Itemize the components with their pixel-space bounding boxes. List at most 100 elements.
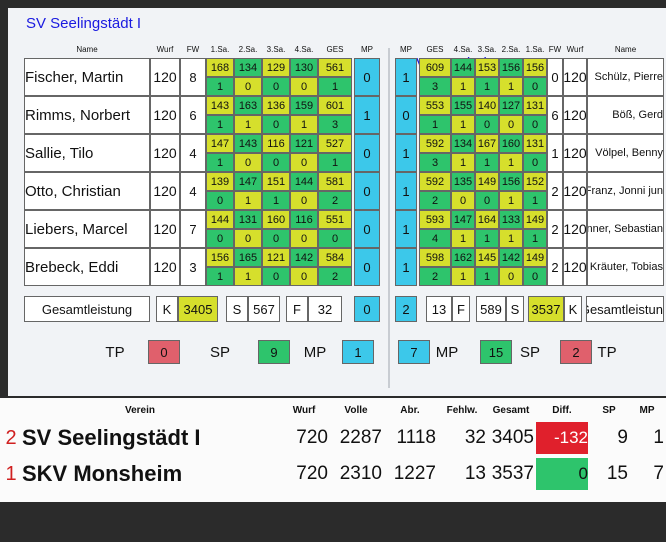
results-header: Gesamt bbox=[492, 404, 530, 416]
total-item: 3537 bbox=[528, 296, 564, 322]
set-points: 1 bbox=[206, 267, 234, 286]
set-points: 1 bbox=[290, 115, 318, 134]
pins: 145 bbox=[475, 248, 499, 267]
summary-value: 7 bbox=[398, 340, 430, 364]
pins: 140 bbox=[475, 96, 499, 115]
throws: 120 bbox=[150, 96, 180, 134]
pins: 156 bbox=[499, 172, 523, 191]
pins: 151 bbox=[262, 172, 290, 191]
pins: 144 bbox=[451, 58, 475, 77]
set-points: 1 bbox=[234, 115, 262, 134]
pins: 152 bbox=[523, 172, 547, 191]
set-points: 0 bbox=[523, 267, 547, 286]
results-header: Wurf bbox=[292, 404, 316, 416]
results-header: MP bbox=[639, 404, 655, 416]
rank: 1 bbox=[5, 462, 17, 485]
pins: 134 bbox=[234, 58, 262, 77]
pins: 127 bbox=[499, 96, 523, 115]
set-points: 0 bbox=[262, 229, 290, 248]
set-points: 0 bbox=[262, 115, 290, 134]
summary-label: TP bbox=[105, 343, 125, 361]
team-name: SKV Monsheim bbox=[22, 461, 183, 486]
column-header: 2.Sa. bbox=[501, 44, 521, 54]
pins: 168 bbox=[206, 58, 234, 77]
set-points: 3 bbox=[419, 77, 451, 96]
result-value: 720 bbox=[296, 427, 328, 448]
column-header: GES bbox=[326, 44, 344, 54]
pins: 592 bbox=[419, 172, 451, 191]
result-value: 2310 bbox=[339, 463, 382, 484]
pins: 144 bbox=[290, 172, 318, 191]
pins: 561 bbox=[318, 58, 352, 77]
result-value: 13 bbox=[464, 463, 486, 484]
set-points: 0 bbox=[262, 153, 290, 172]
faults: 4 bbox=[180, 172, 206, 210]
set-points: 1 bbox=[206, 115, 234, 134]
pins: 136 bbox=[262, 96, 290, 115]
team-title: SV Seelingstädt I bbox=[26, 14, 142, 32]
summary-label: MP bbox=[303, 343, 327, 361]
pins: 160 bbox=[262, 210, 290, 229]
column-header: GES bbox=[426, 44, 444, 54]
set-points: 1 bbox=[206, 153, 234, 172]
result-value: -132 bbox=[536, 422, 588, 454]
total-item: 589 bbox=[476, 296, 506, 322]
pins: 153 bbox=[475, 58, 499, 77]
set-points: 1 bbox=[262, 191, 290, 210]
player-name: Liebers, Marcel bbox=[24, 210, 150, 248]
set-points: 1 bbox=[523, 191, 547, 210]
set-points: 0 bbox=[206, 191, 234, 210]
set-points: 1 bbox=[451, 77, 475, 96]
set-points: 0 bbox=[290, 229, 318, 248]
throws: 120 bbox=[563, 248, 587, 286]
pins: 598 bbox=[419, 248, 451, 267]
pins: 134 bbox=[451, 134, 475, 153]
faults: 7 bbox=[180, 210, 206, 248]
set-points: 1 bbox=[451, 229, 475, 248]
match-point: 0 bbox=[395, 96, 417, 134]
set-points: 0 bbox=[290, 267, 318, 286]
throws: 120 bbox=[563, 210, 587, 248]
player-name: Kräuter, Tobias bbox=[587, 248, 664, 286]
total-item: Gesamtleistung bbox=[24, 296, 150, 322]
throws: 120 bbox=[150, 210, 180, 248]
pins: 131 bbox=[523, 134, 547, 153]
set-points: 1 bbox=[318, 77, 352, 96]
result-value: 9 bbox=[617, 427, 628, 448]
result-value: 1227 bbox=[393, 463, 436, 484]
set-points: 1 bbox=[475, 77, 499, 96]
result-value: 32 bbox=[464, 427, 486, 448]
summary-value: 15 bbox=[480, 340, 512, 364]
set-points: 1 bbox=[499, 153, 523, 172]
pins: 156 bbox=[499, 58, 523, 77]
throws: 120 bbox=[563, 58, 587, 96]
set-points: 0 bbox=[451, 191, 475, 210]
player-name: nner, Sebastian bbox=[587, 210, 664, 248]
set-points: 0 bbox=[206, 229, 234, 248]
column-header: Wurf bbox=[566, 44, 584, 54]
set-points: 0 bbox=[290, 153, 318, 172]
pins: 156 bbox=[523, 58, 547, 77]
total-item: Gesamtleistung bbox=[586, 296, 664, 322]
set-points: 1 bbox=[499, 77, 523, 96]
pins: 156 bbox=[206, 248, 234, 267]
set-points: 0 bbox=[290, 77, 318, 96]
set-points: 1 bbox=[475, 267, 499, 286]
faults: 2 bbox=[547, 248, 563, 286]
summary-value: 1 bbox=[342, 340, 374, 364]
set-points: 0 bbox=[262, 267, 290, 286]
pins: 165 bbox=[234, 248, 262, 267]
faults: 0 bbox=[547, 58, 563, 96]
faults: 6 bbox=[547, 96, 563, 134]
faults: 3 bbox=[180, 248, 206, 286]
set-points: 1 bbox=[451, 153, 475, 172]
match-point: 1 bbox=[395, 172, 417, 210]
total-item: F bbox=[452, 296, 470, 322]
team-name: SV Seelingstädt I bbox=[22, 425, 201, 450]
pins: 527 bbox=[318, 134, 352, 153]
set-points: 0 bbox=[234, 229, 262, 248]
player-name: Sallie, Tilo bbox=[24, 134, 150, 172]
pins: 144 bbox=[206, 210, 234, 229]
match-point: 0 bbox=[354, 134, 380, 172]
summary-label: SP bbox=[209, 343, 230, 361]
